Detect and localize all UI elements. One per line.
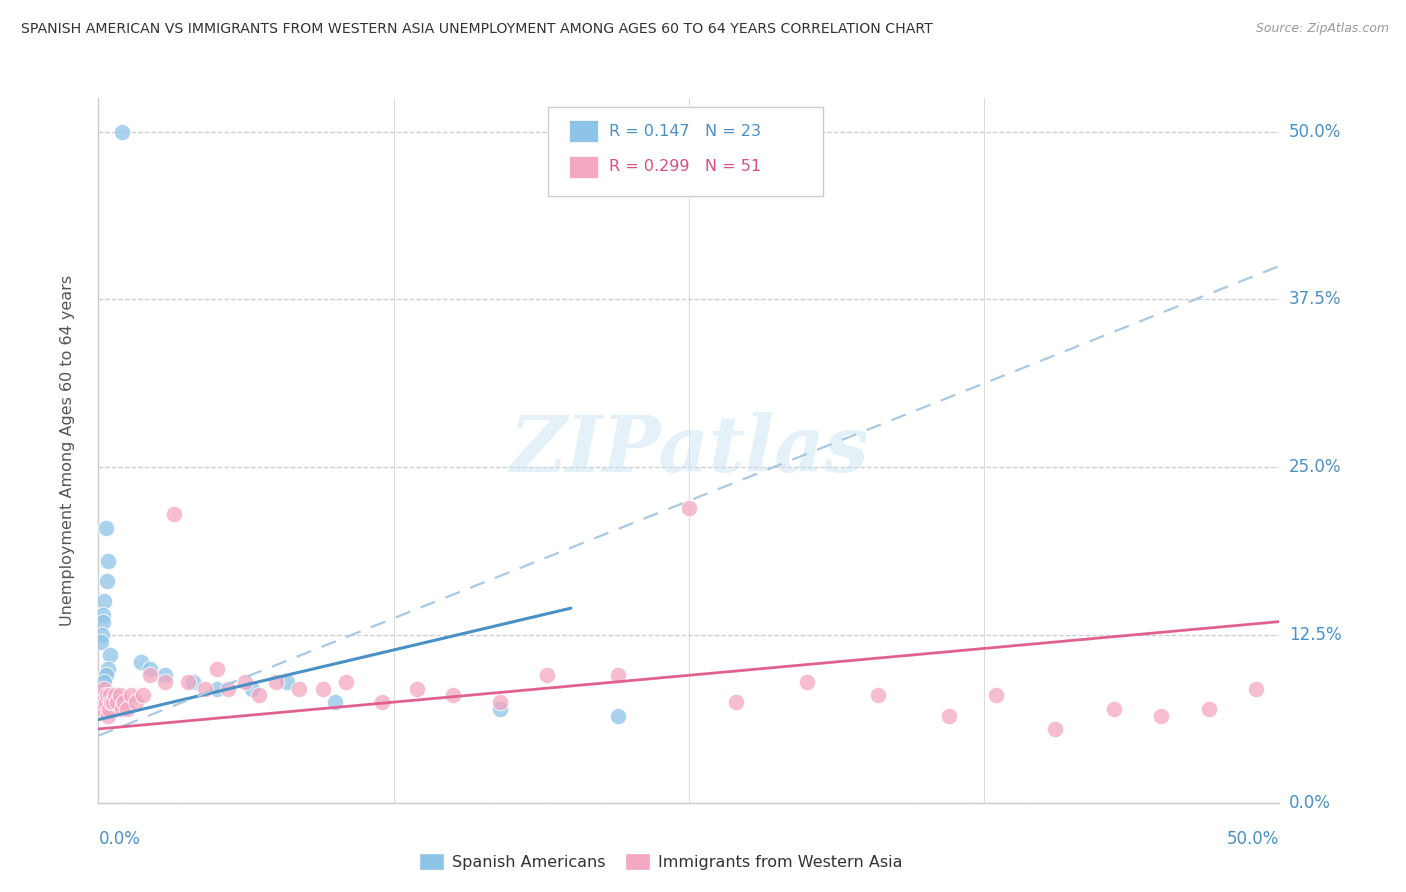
Legend: Spanish Americans, Immigrants from Western Asia: Spanish Americans, Immigrants from Weste… bbox=[412, 847, 910, 877]
Text: R = 0.147   N = 23: R = 0.147 N = 23 bbox=[609, 124, 761, 138]
Point bbox=[93, 675, 115, 690]
Point bbox=[247, 689, 270, 703]
Point bbox=[94, 695, 117, 709]
Point bbox=[139, 662, 162, 676]
Point bbox=[94, 521, 117, 535]
Point bbox=[335, 675, 357, 690]
Point bbox=[91, 695, 114, 709]
Point bbox=[217, 681, 239, 696]
Text: 50.0%: 50.0% bbox=[1227, 830, 1279, 847]
Point bbox=[323, 695, 346, 709]
Point bbox=[98, 702, 121, 716]
Text: 37.5%: 37.5% bbox=[1289, 291, 1341, 309]
Point bbox=[91, 628, 114, 642]
Text: R = 0.299   N = 51: R = 0.299 N = 51 bbox=[609, 160, 761, 174]
Point bbox=[90, 702, 112, 716]
Point bbox=[1198, 702, 1220, 716]
Point bbox=[489, 702, 512, 716]
Point bbox=[125, 695, 148, 709]
Point bbox=[264, 675, 287, 690]
Point bbox=[194, 681, 217, 696]
Point bbox=[607, 708, 630, 723]
Point bbox=[1279, 675, 1302, 690]
Point bbox=[866, 689, 889, 703]
Y-axis label: Unemployment Among Ages 60 to 64 years: Unemployment Among Ages 60 to 64 years bbox=[60, 275, 75, 626]
Text: 0.0%: 0.0% bbox=[1289, 794, 1331, 812]
Point bbox=[1150, 708, 1173, 723]
Point bbox=[536, 668, 558, 682]
Point bbox=[104, 689, 127, 703]
Point bbox=[105, 695, 128, 709]
Point bbox=[678, 500, 700, 515]
Text: 0.0%: 0.0% bbox=[98, 830, 141, 847]
Point bbox=[163, 507, 186, 521]
Text: 25.0%: 25.0% bbox=[1289, 458, 1341, 476]
Point bbox=[97, 662, 120, 676]
Point bbox=[406, 681, 429, 696]
Point bbox=[98, 648, 121, 662]
Point bbox=[181, 675, 204, 690]
Point bbox=[796, 675, 818, 690]
Point bbox=[205, 681, 228, 696]
Point bbox=[607, 668, 630, 682]
Point bbox=[96, 574, 118, 589]
Point bbox=[96, 689, 118, 703]
Point bbox=[153, 668, 176, 682]
Point bbox=[984, 689, 1007, 703]
Point bbox=[91, 607, 114, 622]
Point bbox=[101, 695, 124, 709]
Point bbox=[129, 655, 152, 669]
Point bbox=[93, 681, 115, 696]
Point bbox=[312, 681, 335, 696]
Point bbox=[115, 702, 138, 716]
Point bbox=[725, 695, 748, 709]
Point bbox=[121, 689, 143, 703]
Point bbox=[111, 125, 134, 139]
Point bbox=[240, 681, 263, 696]
Point bbox=[111, 702, 134, 716]
Point bbox=[93, 594, 115, 608]
Point bbox=[97, 708, 120, 723]
Point bbox=[1043, 722, 1066, 736]
Point bbox=[139, 668, 162, 682]
Point bbox=[489, 695, 512, 709]
Point bbox=[288, 681, 311, 696]
Text: Source: ZipAtlas.com: Source: ZipAtlas.com bbox=[1256, 22, 1389, 36]
Point bbox=[371, 695, 394, 709]
Point bbox=[1244, 681, 1267, 696]
Text: ZIPatlas: ZIPatlas bbox=[509, 412, 869, 489]
Point bbox=[205, 662, 228, 676]
Point bbox=[1102, 702, 1125, 716]
Point bbox=[153, 675, 176, 690]
Point bbox=[441, 689, 464, 703]
Text: 12.5%: 12.5% bbox=[1289, 626, 1341, 644]
Point bbox=[100, 695, 122, 709]
Point bbox=[94, 668, 117, 682]
Point bbox=[112, 695, 135, 709]
Point bbox=[91, 615, 114, 629]
Point bbox=[938, 708, 960, 723]
Point bbox=[233, 675, 256, 690]
Point bbox=[91, 689, 114, 703]
Point bbox=[98, 689, 121, 703]
Point bbox=[90, 634, 112, 648]
Point bbox=[276, 675, 298, 690]
Text: 50.0%: 50.0% bbox=[1289, 123, 1341, 141]
Point bbox=[177, 675, 200, 690]
Text: SPANISH AMERICAN VS IMMIGRANTS FROM WESTERN ASIA UNEMPLOYMENT AMONG AGES 60 TO 6: SPANISH AMERICAN VS IMMIGRANTS FROM WEST… bbox=[21, 22, 934, 37]
Point bbox=[132, 689, 155, 703]
Point bbox=[97, 554, 120, 568]
Point bbox=[108, 689, 131, 703]
